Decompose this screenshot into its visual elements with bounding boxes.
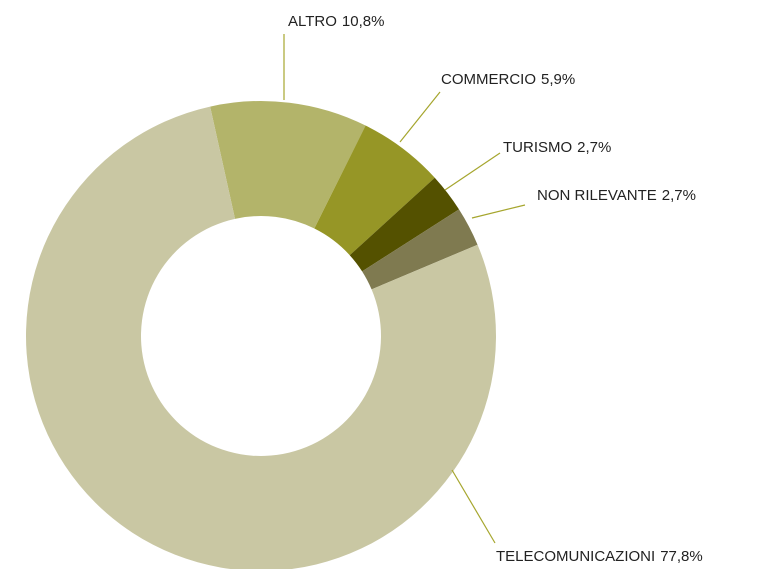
slice-name: TELECOMUNICAZIONI <box>496 548 655 565</box>
leader-line <box>471 204 526 219</box>
slice-label: ALTRO 10,8% <box>288 13 384 30</box>
slice-name: NON RILEVANTE <box>537 187 657 204</box>
slice-value: 2,7% <box>577 139 611 156</box>
slice-value: 10,8% <box>342 13 385 30</box>
slice-name: ALTRO <box>288 13 337 30</box>
slice-label: TELECOMUNICAZIONI 77,8% <box>496 548 703 565</box>
donut-slice <box>362 209 478 290</box>
donut-slice <box>314 125 435 256</box>
leader-line <box>444 152 501 191</box>
slice-value: 5,9% <box>541 71 575 88</box>
slice-name: TURISMO <box>503 139 572 156</box>
slice-value: 77,8% <box>660 548 703 565</box>
donut-slice <box>349 177 459 272</box>
slice-name: COMMERCIO <box>441 71 536 88</box>
slice-label: TURISMO 2,7% <box>503 139 611 156</box>
leader-line <box>451 469 496 544</box>
donut-slice <box>210 101 366 229</box>
slice-label: COMMERCIO 5,9% <box>441 71 575 88</box>
slice-value: 2,7% <box>662 187 696 204</box>
leader-line <box>399 91 441 143</box>
slice-label: NON RILEVANTE 2,7% <box>537 187 696 204</box>
donut-slice <box>26 106 496 569</box>
